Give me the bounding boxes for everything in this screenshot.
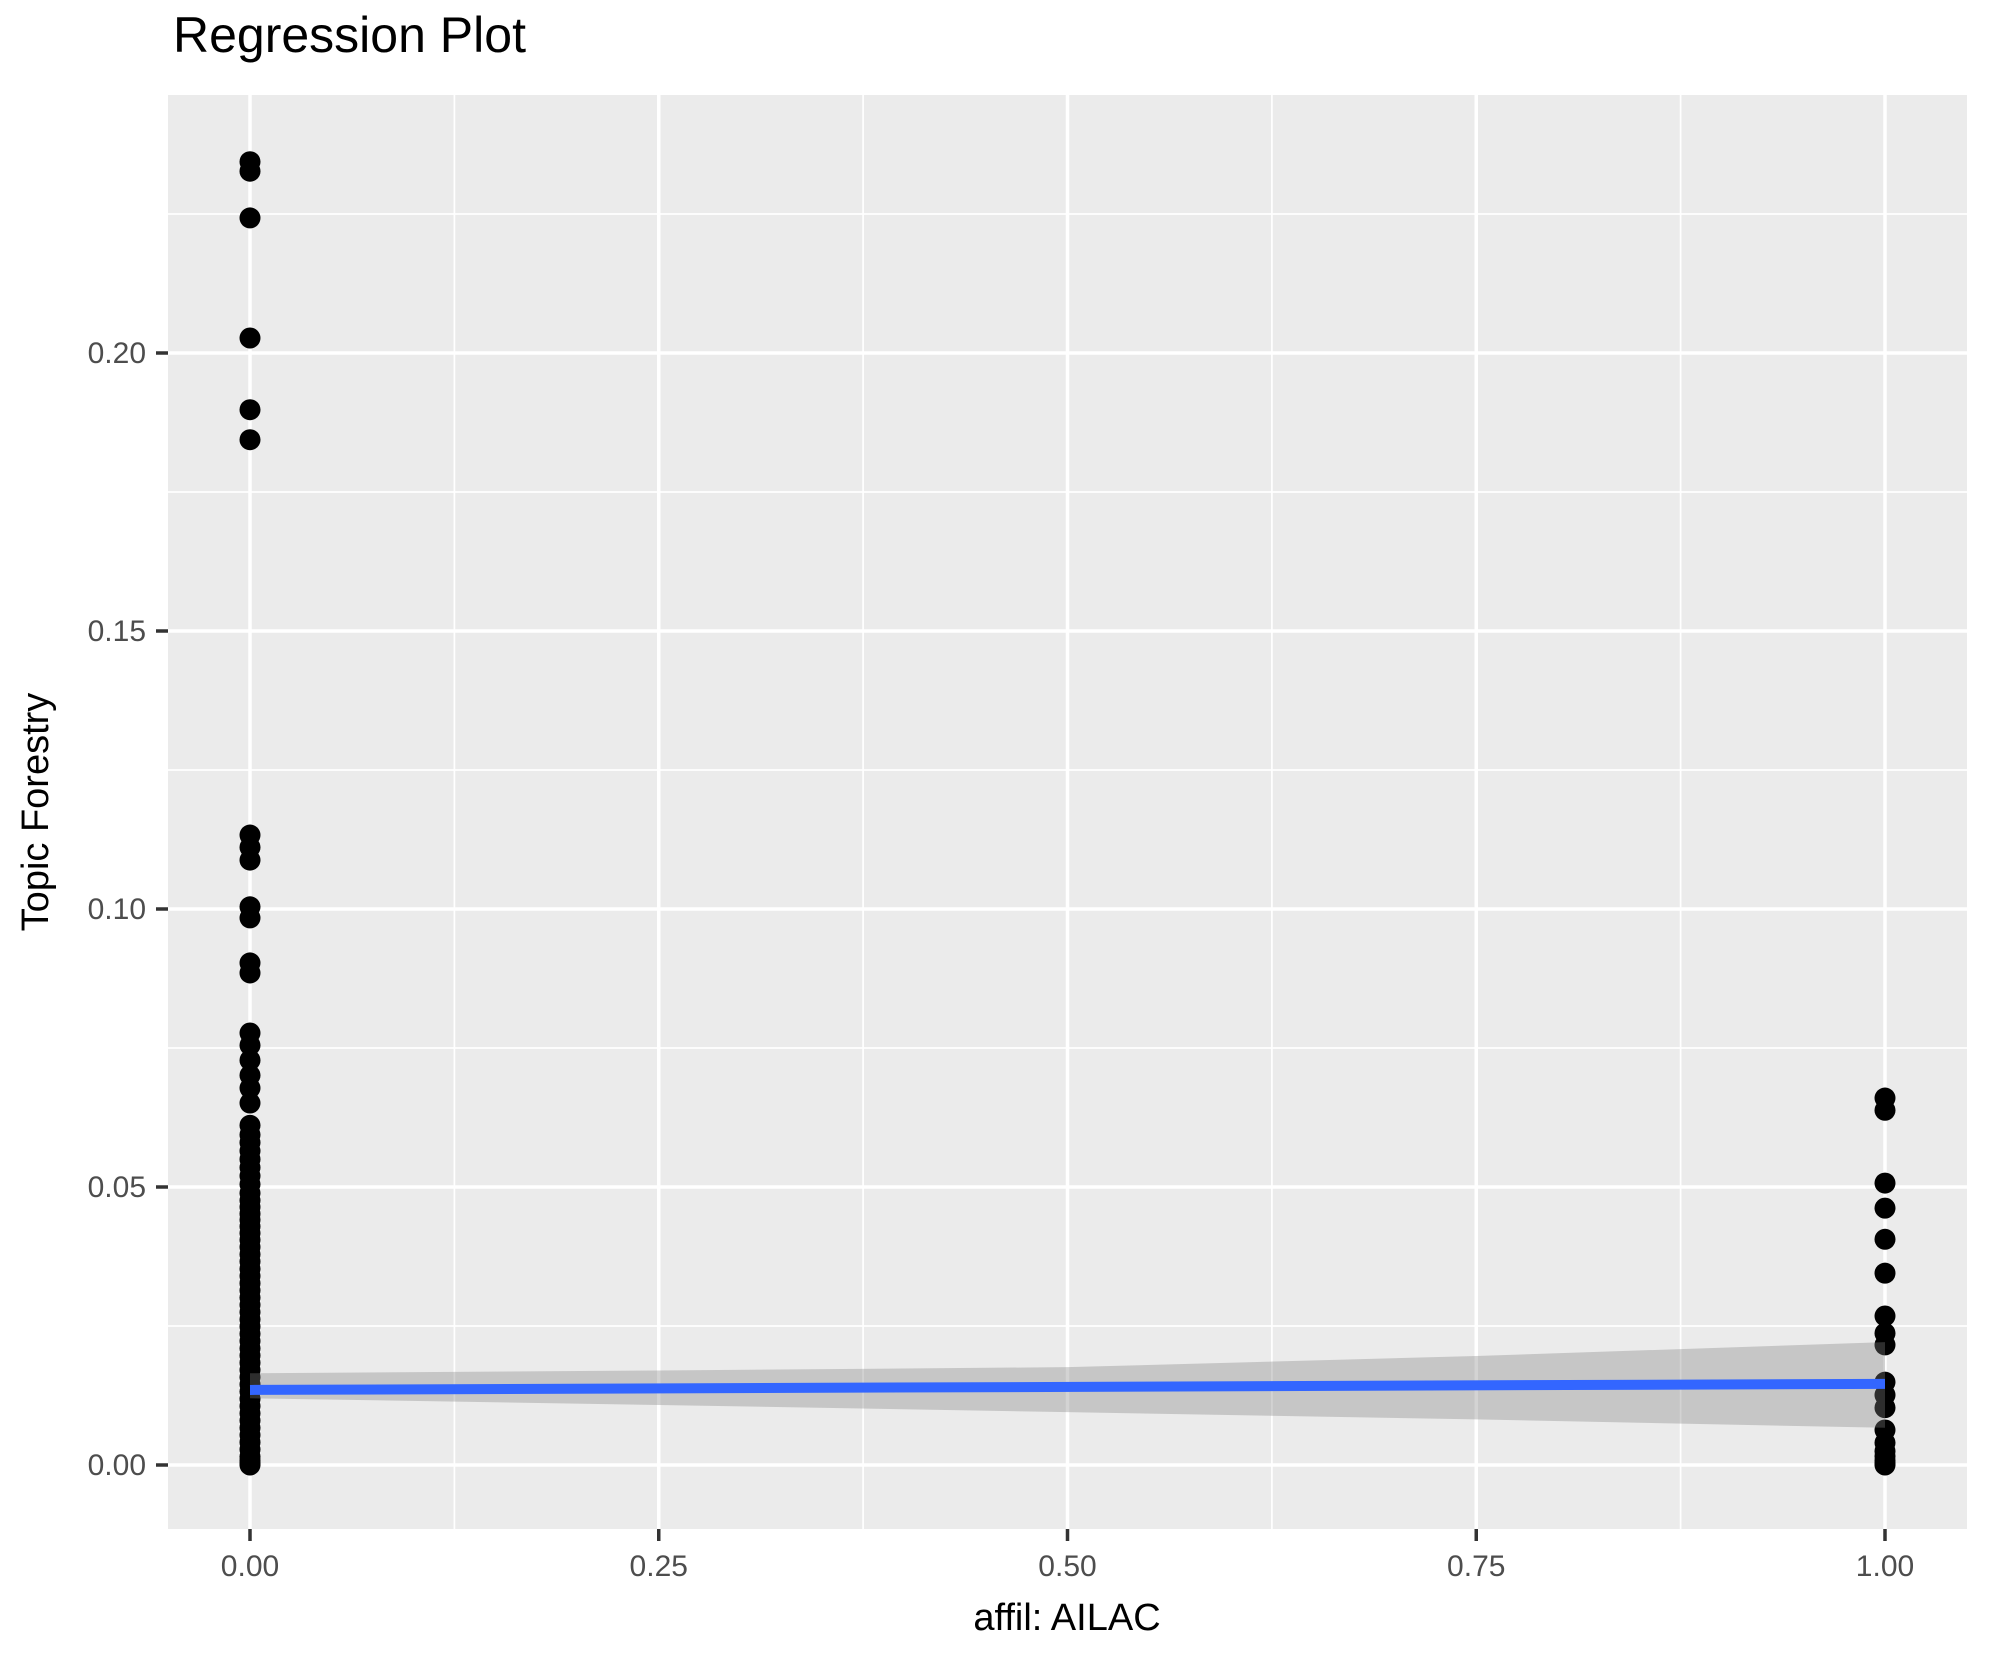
major-gridlines xyxy=(168,95,1967,1529)
data-point xyxy=(239,1077,261,1099)
data-point xyxy=(239,1092,261,1114)
data-point xyxy=(1874,1197,1896,1219)
data-point xyxy=(1874,1262,1896,1284)
y-tick-label: 0.15 xyxy=(88,615,146,648)
y-tick-label: 0.00 xyxy=(88,1449,146,1482)
y-axis-title: Topic Forestry xyxy=(15,693,57,932)
data-point xyxy=(239,207,261,229)
data-point xyxy=(239,429,261,451)
regression-line xyxy=(249,1378,1886,1395)
data-point xyxy=(1874,1454,1896,1476)
y-tick-label: 0.20 xyxy=(88,337,146,370)
data-point xyxy=(1874,1334,1896,1356)
y-tick-label: 0.10 xyxy=(88,893,146,926)
axis-tick-marks xyxy=(156,351,1887,1541)
x-tick-label: 0.25 xyxy=(630,1550,688,1583)
data-point xyxy=(1874,1228,1896,1250)
data-point xyxy=(239,907,261,929)
data-point xyxy=(1874,1099,1896,1121)
scatter-points xyxy=(239,151,1896,1476)
data-point xyxy=(239,160,261,182)
x-tick-labels: 0.00 0.25 0.50 0.75 1.00 xyxy=(221,1550,1914,1583)
chart-title: Regression Plot xyxy=(173,7,526,63)
data-point xyxy=(239,1049,261,1071)
data-point xyxy=(239,849,261,871)
data-point xyxy=(1874,1397,1896,1419)
y-tick-labels: 0.00 0.05 0.10 0.15 0.20 xyxy=(88,337,146,1482)
x-tick-label: 0.50 xyxy=(1038,1550,1096,1583)
fit-line xyxy=(249,1378,1886,1395)
data-point xyxy=(239,1034,261,1056)
data-point xyxy=(239,399,261,421)
data-point xyxy=(1874,1172,1896,1194)
x-tick-label: 1.00 xyxy=(1856,1550,1914,1583)
data-point xyxy=(239,1454,261,1476)
data-point xyxy=(239,962,261,984)
x-tick-label: 0.75 xyxy=(1447,1550,1505,1583)
data-point xyxy=(239,327,261,349)
data-point xyxy=(1874,1305,1896,1327)
x-axis-title: affil: AILAC xyxy=(973,1597,1160,1639)
x-tick-label: 0.00 xyxy=(221,1550,279,1583)
y-tick-label: 0.05 xyxy=(88,1171,146,1204)
